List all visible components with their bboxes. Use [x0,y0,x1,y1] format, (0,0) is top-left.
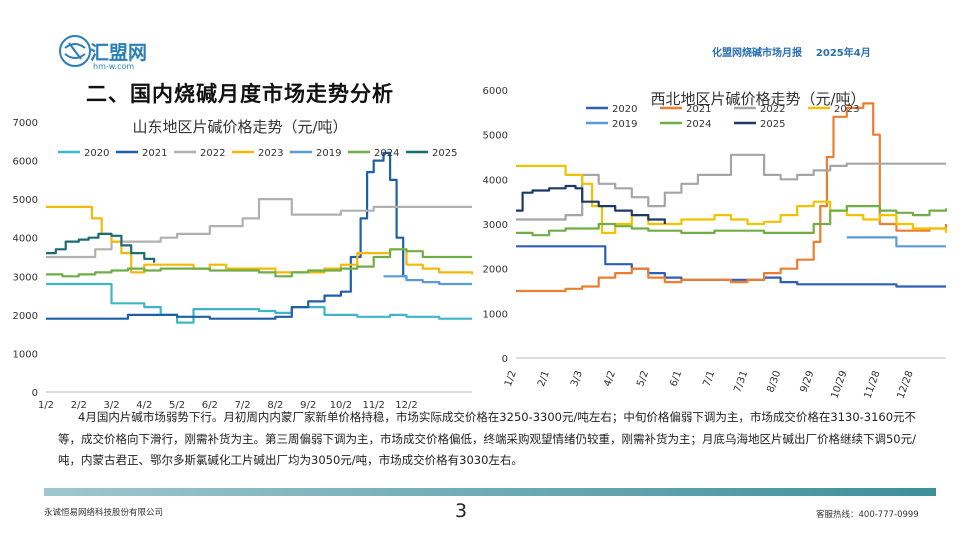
y-tick-label: 2000 [483,265,508,276]
x-tick-label: 7/2 [235,400,251,410]
series-line-2022 [516,153,946,221]
x-tick-label: 3/2 [103,400,119,410]
y-tick-label: 1000 [483,309,508,320]
y-tick-label: 0 [32,388,38,399]
legend-label: 2019 [612,119,637,130]
x-tick-label: 8/30 [765,369,783,394]
series-line-2019 [846,236,946,248]
x-tick-label: 12/2 [395,400,417,410]
x-tick-label: 2/2 [71,400,87,410]
x-tick-label: 5/2 [169,400,185,410]
series-line-2019 [383,275,472,286]
x-tick-label: 10/29 [829,369,849,400]
y-tick-label: 4000 [13,234,38,245]
y-tick-label: 6000 [483,86,508,97]
y-tick-label: 5000 [483,131,508,142]
footer-hotline: 客服热线：400-777-0999 [816,510,919,520]
series-line-2020 [46,282,472,324]
y-tick-label: 2000 [13,311,38,322]
series-line-2021 [46,151,408,320]
series-line-2025 [46,232,156,263]
x-tick-label: 10/2 [330,400,352,410]
logo-subtext: hm-w.com [93,62,135,71]
legend-label: 2023 [834,104,859,115]
legend-label: 2021 [686,104,711,115]
x-tick-label: 2/1 [536,369,552,388]
legend-label: 2025 [760,119,785,130]
x-tick-label: 6/2 [202,400,218,410]
y-tick-label: 0 [502,354,508,365]
x-tick-label: 5/2 [635,369,651,388]
legend-label: 2023 [258,148,283,159]
series-line-2024 [516,205,948,237]
legend-label: 2020 [612,104,637,115]
x-tick-label: 4/2 [602,369,618,388]
legend-label: 2024 [686,119,711,130]
logo-icon [59,35,91,67]
y-tick-label: 3000 [483,220,508,231]
y-tick-label: 4000 [483,175,508,186]
x-tick-label: 8/2 [267,400,283,410]
chart-title: 山东地区片碱价格走势（元/吨） [132,118,347,136]
series-line-2022 [46,198,472,259]
legend-label: 2024 [374,148,399,159]
legend-label: 2022 [200,148,225,159]
legend-label: 2019 [316,148,341,159]
x-tick-label: 4/2 [136,400,152,410]
section-title: 二、国内烧碱月度市场走势分析 [86,82,394,106]
footer-company: 永诚恒易网络科技股份有限公司 [44,508,164,518]
x-tick-label: 12/28 [896,369,916,400]
logo-text: 汇盟网 [90,42,148,64]
page-number: 3 [455,500,468,522]
y-tick-label: 5000 [13,195,38,206]
series-line-2021 [516,102,948,293]
x-tick-label: 7/1 [701,369,717,388]
northwest-price-chart: 0 1000 2000 3000 4000 5000 6000 1/2 2/1 3/3 4/2 5/2… [483,86,948,400]
x-tick-label: 11/2 [362,400,384,410]
x-tick-label: 3/3 [569,369,585,388]
chart-title: 西北地区片碱价格走势（元/吨） [650,90,865,108]
report-header: 化盟网烧碱市场月报 2025年4月 [712,48,871,59]
x-tick-label: 9/2 [300,400,316,410]
legend-label: 2021 [142,148,167,159]
legend-label: 2020 [84,148,109,159]
x-tick-label: 9/29 [798,369,816,394]
legend-label: 2025 [432,148,457,159]
y-tick-label: 1000 [13,349,38,360]
x-tick-label: 7/31 [732,369,750,394]
x-tick-label: 6/1 [668,369,684,388]
market-analysis-paragraph: 4月国内片碱市场弱势下行。月初周内内蒙厂家新单价格持稳，市场实际成交价格在325… [58,410,917,467]
x-tick-label: 1/2 [38,400,54,410]
shandong-price-chart: 0 1000 2000 3000 4000 5000 6000 7000 1/2 2/2 3/2 4/… [13,118,474,410]
series-line-2024 [46,248,472,278]
y-tick-label: 7000 [13,118,38,129]
footer-bar [44,488,936,496]
legend-label: 2022 [760,104,785,115]
x-tick-label: 1/2 [503,369,519,388]
y-tick-label: 3000 [13,272,38,283]
x-tick-label: 11/28 [862,369,882,400]
y-tick-label: 6000 [13,157,38,168]
series-line-2025 [516,184,666,224]
